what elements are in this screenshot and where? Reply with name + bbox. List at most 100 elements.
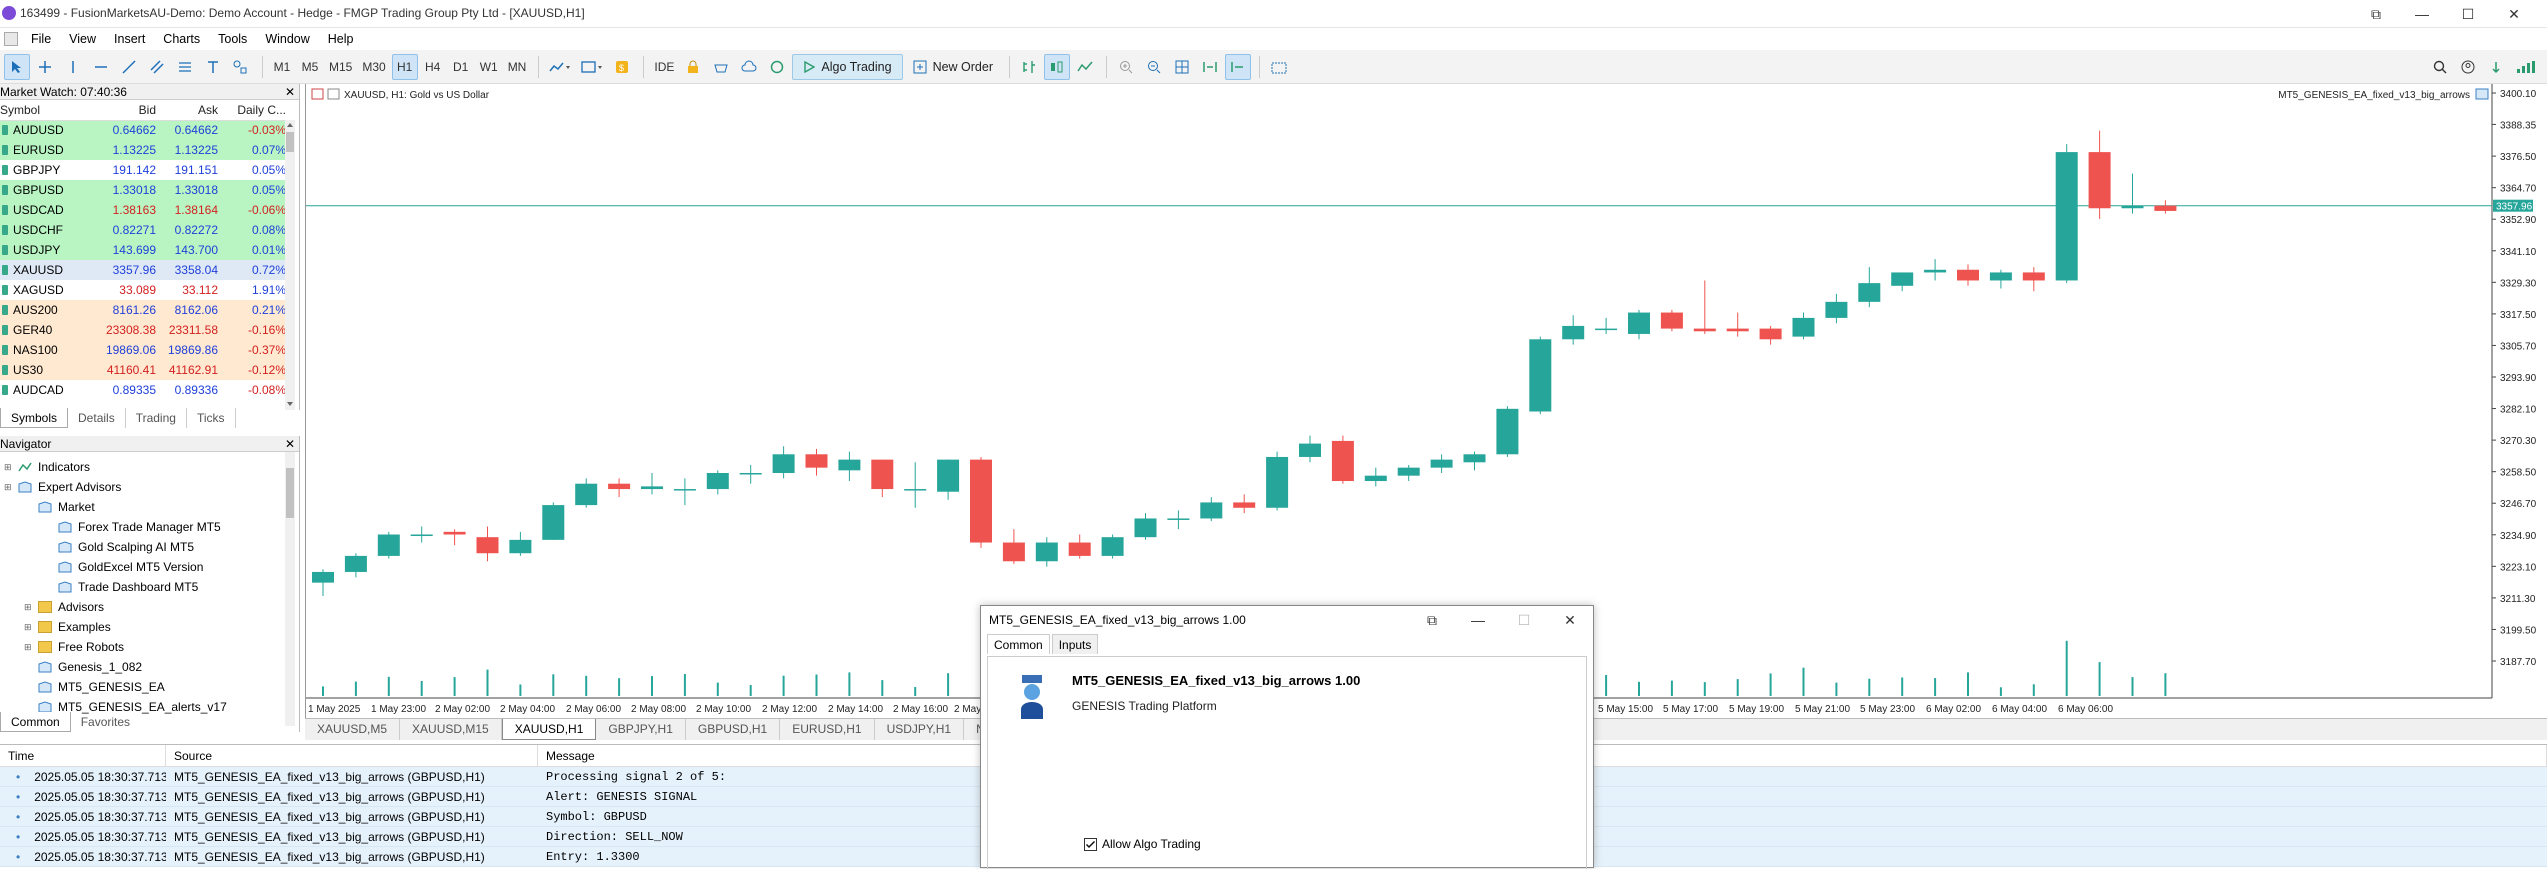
market-watch-row[interactable]: GBPUSD 1.33018 1.33018 0.05%: [0, 180, 290, 200]
menu-window[interactable]: Window: [265, 32, 310, 46]
vertical-line-icon[interactable]: [60, 54, 86, 80]
tab-common[interactable]: Common: [987, 634, 1050, 654]
navigator-item[interactable]: ⊞ Examples: [24, 617, 111, 637]
market-watch-row[interactable]: US30 41160.41 41162.91 -0.12%: [0, 360, 290, 380]
expand-icon[interactable]: ⊞: [24, 622, 32, 632]
templates-icon[interactable]: [577, 54, 607, 80]
market-watch-row[interactable]: AUDUSD 0.64662 0.64662 -0.03%: [0, 120, 290, 140]
lock-icon[interactable]: [680, 54, 706, 80]
signal-strength-icon[interactable]: [2483, 54, 2509, 80]
account-icon[interactable]: [2455, 54, 2481, 80]
column-header-symbol[interactable]: Symbol: [0, 100, 90, 121]
market-watch-row[interactable]: EURUSD 1.13225 1.13225 0.07%: [0, 140, 290, 160]
autoscroll-icon[interactable]: [1197, 54, 1223, 80]
tab-trading[interactable]: Trading: [126, 408, 187, 428]
timeframe-m30[interactable]: M30: [362, 59, 386, 74]
market-watch-row[interactable]: AUDCAD 0.89335 0.89336 -0.08%: [0, 380, 290, 400]
navigator-item[interactable]: ⊞ Advisors: [24, 597, 104, 617]
shapes-icon[interactable]: [228, 54, 254, 80]
channel-icon[interactable]: [144, 54, 170, 80]
allow-algo-trading-row[interactable]: Allow Algo Trading: [1084, 837, 1201, 851]
timeframe-mn[interactable]: MN: [507, 59, 527, 74]
search-icon[interactable]: [2427, 54, 2453, 80]
text-icon[interactable]: [200, 54, 226, 80]
allow-algo-trading-checkbox[interactable]: [1084, 837, 1097, 851]
chart-tab[interactable]: EURUSD,H1: [780, 719, 875, 740]
tab-symbols[interactable]: Symbols: [0, 408, 69, 428]
navigator-item[interactable]: Genesis_1_082: [24, 657, 142, 677]
zoom-in-icon[interactable]: [1113, 54, 1139, 80]
zoom-out-icon[interactable]: [1141, 54, 1167, 80]
expand-icon[interactable]: ⊞: [4, 462, 12, 472]
market-watch-row[interactable]: USDCHF 0.82271 0.82272 0.08%: [0, 220, 290, 240]
timeframe-m1[interactable]: M1: [273, 59, 291, 74]
close-icon[interactable]: ✕: [284, 437, 295, 451]
chart-tab[interactable]: GBPUSD,H1: [686, 719, 781, 740]
timeframe-m15[interactable]: M15: [329, 59, 353, 74]
market-watch-row[interactable]: GER40 23308.38 23311.58 -0.16%: [0, 320, 290, 340]
line-chart-icon[interactable]: [1072, 54, 1098, 80]
chart-tab[interactable]: GBPJPY,H1: [596, 719, 686, 740]
chart-tab[interactable]: XAUUSD,M5: [305, 719, 401, 740]
one-click-trading-icon[interactable]: [1016, 54, 1042, 80]
restore-icon[interactable]: ⧉: [1427, 612, 1437, 628]
dialog-close-button[interactable]: ✕: [1564, 612, 1576, 628]
cloud-icon[interactable]: [736, 54, 762, 80]
signals-icon[interactable]: $: [609, 54, 635, 80]
ide-button[interactable]: IDE: [654, 59, 675, 74]
chart-type-icon[interactable]: [545, 54, 575, 80]
market-watch-scrollbar[interactable]: [283, 120, 297, 410]
market-watch-row[interactable]: XAUUSD 3357.96 3358.04 0.72%: [0, 260, 290, 280]
tab-details[interactable]: Details: [68, 408, 126, 428]
market-watch-row[interactable]: USDJPY 143.699 143.700 0.01%: [0, 240, 290, 260]
cursor-icon[interactable]: [4, 53, 30, 80]
minimize-button[interactable]: —: [1471, 612, 1485, 628]
chart-tab[interactable]: XAUUSD,H1: [501, 719, 597, 740]
fibonacci-icon[interactable]: [172, 54, 198, 80]
navigator-item[interactable]: MT5_GENESIS_EA: [24, 677, 165, 697]
column-header-daily-change[interactable]: Daily C...: [222, 100, 290, 121]
navigator-item[interactable]: Forex Trade Manager MT5: [44, 517, 221, 537]
chart-tab[interactable]: XAUUSD,M15: [400, 719, 502, 740]
menu-insert[interactable]: Insert: [114, 32, 146, 46]
chart-shift-icon[interactable]: [1225, 53, 1251, 80]
navigator-scrollbar[interactable]: [283, 452, 297, 726]
connection-status-icon[interactable]: [2511, 54, 2545, 80]
navigator-item[interactable]: ⊞ Indicators: [4, 457, 90, 477]
navigator-item[interactable]: ⊞ Expert Advisors: [4, 477, 121, 497]
menu-view[interactable]: View: [69, 32, 97, 46]
market-icon[interactable]: [708, 54, 734, 80]
tab-inputs[interactable]: Inputs: [1051, 634, 1099, 654]
menu-tools[interactable]: Tools: [218, 32, 248, 46]
timeframe-d1[interactable]: D1: [453, 59, 469, 74]
expand-icon[interactable]: ⊞: [24, 642, 32, 652]
timeframe-m5[interactable]: M5: [301, 59, 319, 74]
menu-file[interactable]: File: [31, 32, 52, 46]
algo-trading-button[interactable]: Algo Trading: [792, 53, 903, 80]
new-order-button[interactable]: New Order: [903, 54, 1003, 80]
column-header-time[interactable]: Time: [0, 745, 166, 766]
navigator-item[interactable]: Market: [24, 497, 95, 517]
timeframe-w1[interactable]: W1: [479, 59, 498, 74]
menu-charts[interactable]: Charts: [163, 32, 201, 46]
navigator-item[interactable]: GoldExcel MT5 Version: [44, 557, 203, 577]
horizontal-line-icon[interactable]: [88, 54, 114, 80]
market-watch-row[interactable]: GBPJPY 191.142 191.151 0.05%: [0, 160, 290, 180]
navigator-item[interactable]: MT5_GENESIS_EA_alerts_v17: [24, 697, 227, 717]
maximize-button[interactable]: ☐: [2461, 6, 2475, 22]
crosshair-icon[interactable]: [32, 54, 58, 80]
market-watch-row[interactable]: AUS200 8161.26 8162.06 0.21%: [0, 300, 290, 320]
tab-ticks[interactable]: Ticks: [187, 408, 236, 428]
minimize-button[interactable]: —: [2415, 6, 2429, 22]
expand-icon[interactable]: ⊞: [4, 482, 12, 492]
navigator-item[interactable]: ⊞ Free Robots: [24, 637, 124, 657]
screenshot-icon[interactable]: [1266, 54, 1292, 80]
restore-icon[interactable]: ⧉: [2371, 6, 2381, 22]
tab-common[interactable]: Common: [0, 712, 71, 732]
market-watch-row[interactable]: USDCAD 1.38163 1.38164 -0.06%: [0, 200, 290, 220]
expand-icon[interactable]: ⊞: [24, 602, 32, 612]
navigator-item[interactable]: Gold Scalping AI MT5: [44, 537, 194, 557]
menu-help[interactable]: Help: [327, 32, 354, 46]
trendline-icon[interactable]: [116, 54, 142, 80]
timeframe-h4[interactable]: H4: [425, 59, 441, 74]
